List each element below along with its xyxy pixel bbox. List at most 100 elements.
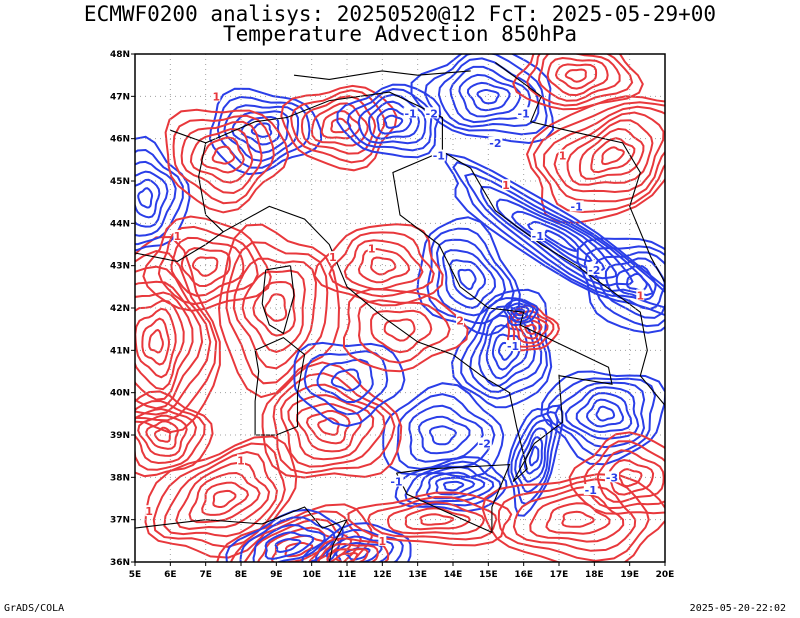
warm-contour: [326, 548, 369, 562]
contour-label: 1: [237, 454, 245, 467]
warm-contour: [313, 223, 444, 307]
warm-contour: [545, 502, 611, 535]
coastline: [135, 231, 224, 262]
warm-contour: [566, 119, 654, 186]
warm-contour: [554, 63, 598, 90]
warm-contour: [284, 541, 314, 558]
contour-label: -1: [518, 107, 530, 120]
contour-layer: [135, 54, 665, 562]
contour-label: 1: [368, 243, 376, 256]
coastline: [293, 70, 471, 80]
cold-contour: [442, 480, 465, 492]
warm-contour: [145, 420, 179, 450]
y-tick-label: 36N: [110, 558, 130, 568]
warm-contour: [524, 323, 537, 335]
contour-group: [503, 298, 539, 327]
cold-contour: [464, 172, 655, 297]
x-tick-label: 5E: [129, 570, 141, 580]
contour-label-bg: [516, 107, 531, 119]
contour-label-bg: [403, 107, 418, 119]
warm-contour: [564, 68, 587, 83]
warm-contour: [290, 89, 386, 164]
contour-label-bg: [488, 136, 503, 148]
cold-contour: [382, 382, 505, 479]
contour-label-bg: [530, 230, 545, 242]
x-tick-label: 10E: [302, 570, 321, 580]
map-title: ECMWF0200 analisys: 20250520@12 FcT: 202…: [83, 2, 717, 26]
contour-label: -1: [532, 230, 544, 243]
cold-contour: [135, 135, 191, 252]
coastline: [254, 336, 306, 436]
warm-contour: [232, 257, 318, 370]
cold-contour: [449, 259, 487, 301]
map-subtitle: Temperature Advection 850hPa: [222, 22, 577, 46]
x-tick-label: 15E: [479, 570, 498, 580]
warm-contour: [343, 239, 424, 291]
cold-contour: [336, 83, 442, 159]
coastline: [135, 506, 349, 562]
cold-contour: [383, 114, 404, 129]
warm-contour: [383, 318, 416, 342]
contour-label-bg: [636, 289, 645, 301]
cold-contour: [460, 297, 548, 400]
cold-contour: [543, 229, 578, 252]
cold-contour: [252, 523, 326, 562]
contour-label-bg: [502, 179, 510, 191]
cold-contour: [452, 161, 665, 310]
cold-contour: [376, 108, 413, 135]
warm-contour: [590, 137, 636, 174]
contour-label: 1: [379, 535, 387, 548]
warm-contour: [347, 491, 513, 547]
contour-label: 1: [145, 505, 153, 518]
contour-label-bg: [424, 107, 439, 119]
cold-contour: [507, 404, 564, 517]
cold-contour: [429, 425, 457, 446]
cold-contour: [315, 528, 404, 562]
warm-contour: [172, 114, 275, 205]
warm-contour: [386, 501, 486, 535]
warm-contour: [201, 481, 250, 516]
warm-contour: [188, 471, 261, 524]
warm-contour: [510, 310, 555, 348]
contour-label-bg: [605, 471, 619, 483]
cold-contour: [418, 415, 471, 455]
cold-contour: [506, 302, 535, 323]
coastline: [442, 150, 665, 406]
contour-label-bg: [212, 90, 221, 102]
cold-contour: [458, 73, 522, 118]
cold-contour: [575, 392, 633, 434]
contour-label: 1: [329, 251, 337, 264]
warm-contour: [335, 552, 359, 562]
cold-contour: [503, 298, 539, 327]
contour-label: -1: [571, 200, 583, 213]
warm-contour: [287, 394, 375, 461]
cold-contour: [135, 148, 184, 246]
cold-contour: [576, 237, 665, 334]
warm-contour: [519, 319, 543, 340]
cold-contour: [469, 305, 543, 393]
warm-contour: [241, 269, 306, 354]
cold-contour: [231, 110, 290, 154]
warm-contour: [512, 54, 644, 111]
footer-timestamp: 2025-05-20-22:02: [689, 603, 786, 614]
warm-contour: [135, 291, 194, 401]
contour-group: [410, 54, 555, 144]
warm-contour: [170, 236, 245, 297]
contour-label: 1: [636, 289, 644, 302]
y-tick-label: 45N: [110, 177, 130, 187]
warm-contour: [164, 108, 290, 214]
warm-contour: [135, 408, 198, 464]
warm-contour: [367, 495, 498, 541]
warm-contour: [305, 409, 351, 445]
contour-label-bg: [587, 263, 602, 275]
x-tick-label: 12E: [373, 570, 392, 580]
warm-contour: [154, 426, 172, 443]
cold-contour: [585, 398, 625, 428]
warm-contour: [175, 461, 271, 530]
warm-contour: [601, 146, 625, 166]
cold-contour: [303, 350, 389, 416]
contour-label: 1: [559, 150, 567, 163]
x-tick-label: 17E: [550, 570, 569, 580]
x-tick-label: 19E: [620, 570, 639, 580]
contour-label: 2: [456, 315, 464, 328]
